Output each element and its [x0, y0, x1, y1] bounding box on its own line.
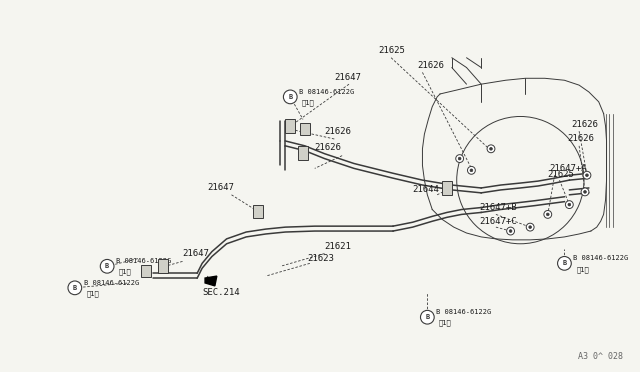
Circle shape [467, 166, 476, 174]
Text: B: B [73, 285, 77, 291]
Circle shape [420, 310, 434, 324]
Text: 21647: 21647 [182, 249, 209, 258]
Circle shape [487, 145, 495, 153]
Circle shape [586, 174, 588, 177]
Text: （1）: （1） [439, 320, 452, 326]
Text: 21644: 21644 [413, 185, 440, 195]
Text: 21625: 21625 [378, 46, 405, 55]
Circle shape [458, 157, 461, 160]
Circle shape [568, 203, 571, 206]
Text: 21647: 21647 [334, 73, 361, 82]
Circle shape [584, 190, 586, 193]
Text: 21625: 21625 [548, 170, 575, 179]
Text: （1）: （1） [119, 269, 132, 276]
Text: 21623: 21623 [307, 254, 334, 263]
Text: SEC.214: SEC.214 [202, 288, 240, 297]
Text: B 08146-6122G: B 08146-6122G [299, 89, 355, 95]
Bar [442, 181, 452, 195]
Circle shape [100, 259, 114, 273]
Text: 21647+C: 21647+C [479, 217, 517, 226]
Text: 21626: 21626 [568, 135, 595, 144]
Text: B: B [288, 94, 292, 100]
Circle shape [490, 147, 492, 150]
Text: B 08146-6122G: B 08146-6122G [436, 309, 492, 315]
Text: 21626: 21626 [315, 143, 342, 152]
Text: （1）: （1） [302, 99, 315, 106]
Text: 21626: 21626 [572, 120, 598, 129]
Text: B 08146-6122G: B 08146-6122G [116, 259, 172, 264]
Circle shape [565, 201, 573, 209]
Polygon shape [205, 276, 217, 286]
Circle shape [507, 227, 515, 235]
Circle shape [581, 188, 589, 196]
Circle shape [557, 257, 572, 270]
Bar [141, 265, 151, 277]
Circle shape [544, 211, 552, 218]
Circle shape [68, 281, 82, 295]
Circle shape [529, 226, 532, 228]
Text: 21621: 21621 [324, 242, 351, 251]
Circle shape [526, 223, 534, 231]
Bar [298, 146, 308, 160]
Text: 21647+A: 21647+A [550, 164, 588, 173]
Circle shape [547, 213, 549, 216]
Circle shape [470, 169, 473, 172]
Text: （1）: （1） [576, 266, 589, 273]
Text: （1）: （1） [86, 291, 99, 297]
Text: 21626: 21626 [417, 61, 444, 70]
Text: 21647: 21647 [207, 183, 234, 192]
Circle shape [284, 90, 297, 104]
Text: B: B [425, 314, 429, 320]
Text: B: B [563, 260, 566, 266]
Circle shape [456, 155, 463, 163]
Bar [285, 119, 295, 133]
Text: B 08146-6122G: B 08146-6122G [573, 256, 628, 262]
Text: A3 0^ 028: A3 0^ 028 [578, 352, 623, 361]
Circle shape [509, 230, 512, 232]
Bar [253, 205, 263, 218]
Bar [158, 259, 168, 273]
Bar [300, 124, 310, 135]
Text: 21626: 21626 [324, 126, 351, 136]
Circle shape [583, 171, 591, 179]
Text: 21647+B: 21647+B [479, 203, 517, 212]
Text: B 08146-6122G: B 08146-6122G [84, 280, 139, 286]
Text: B: B [105, 263, 109, 269]
